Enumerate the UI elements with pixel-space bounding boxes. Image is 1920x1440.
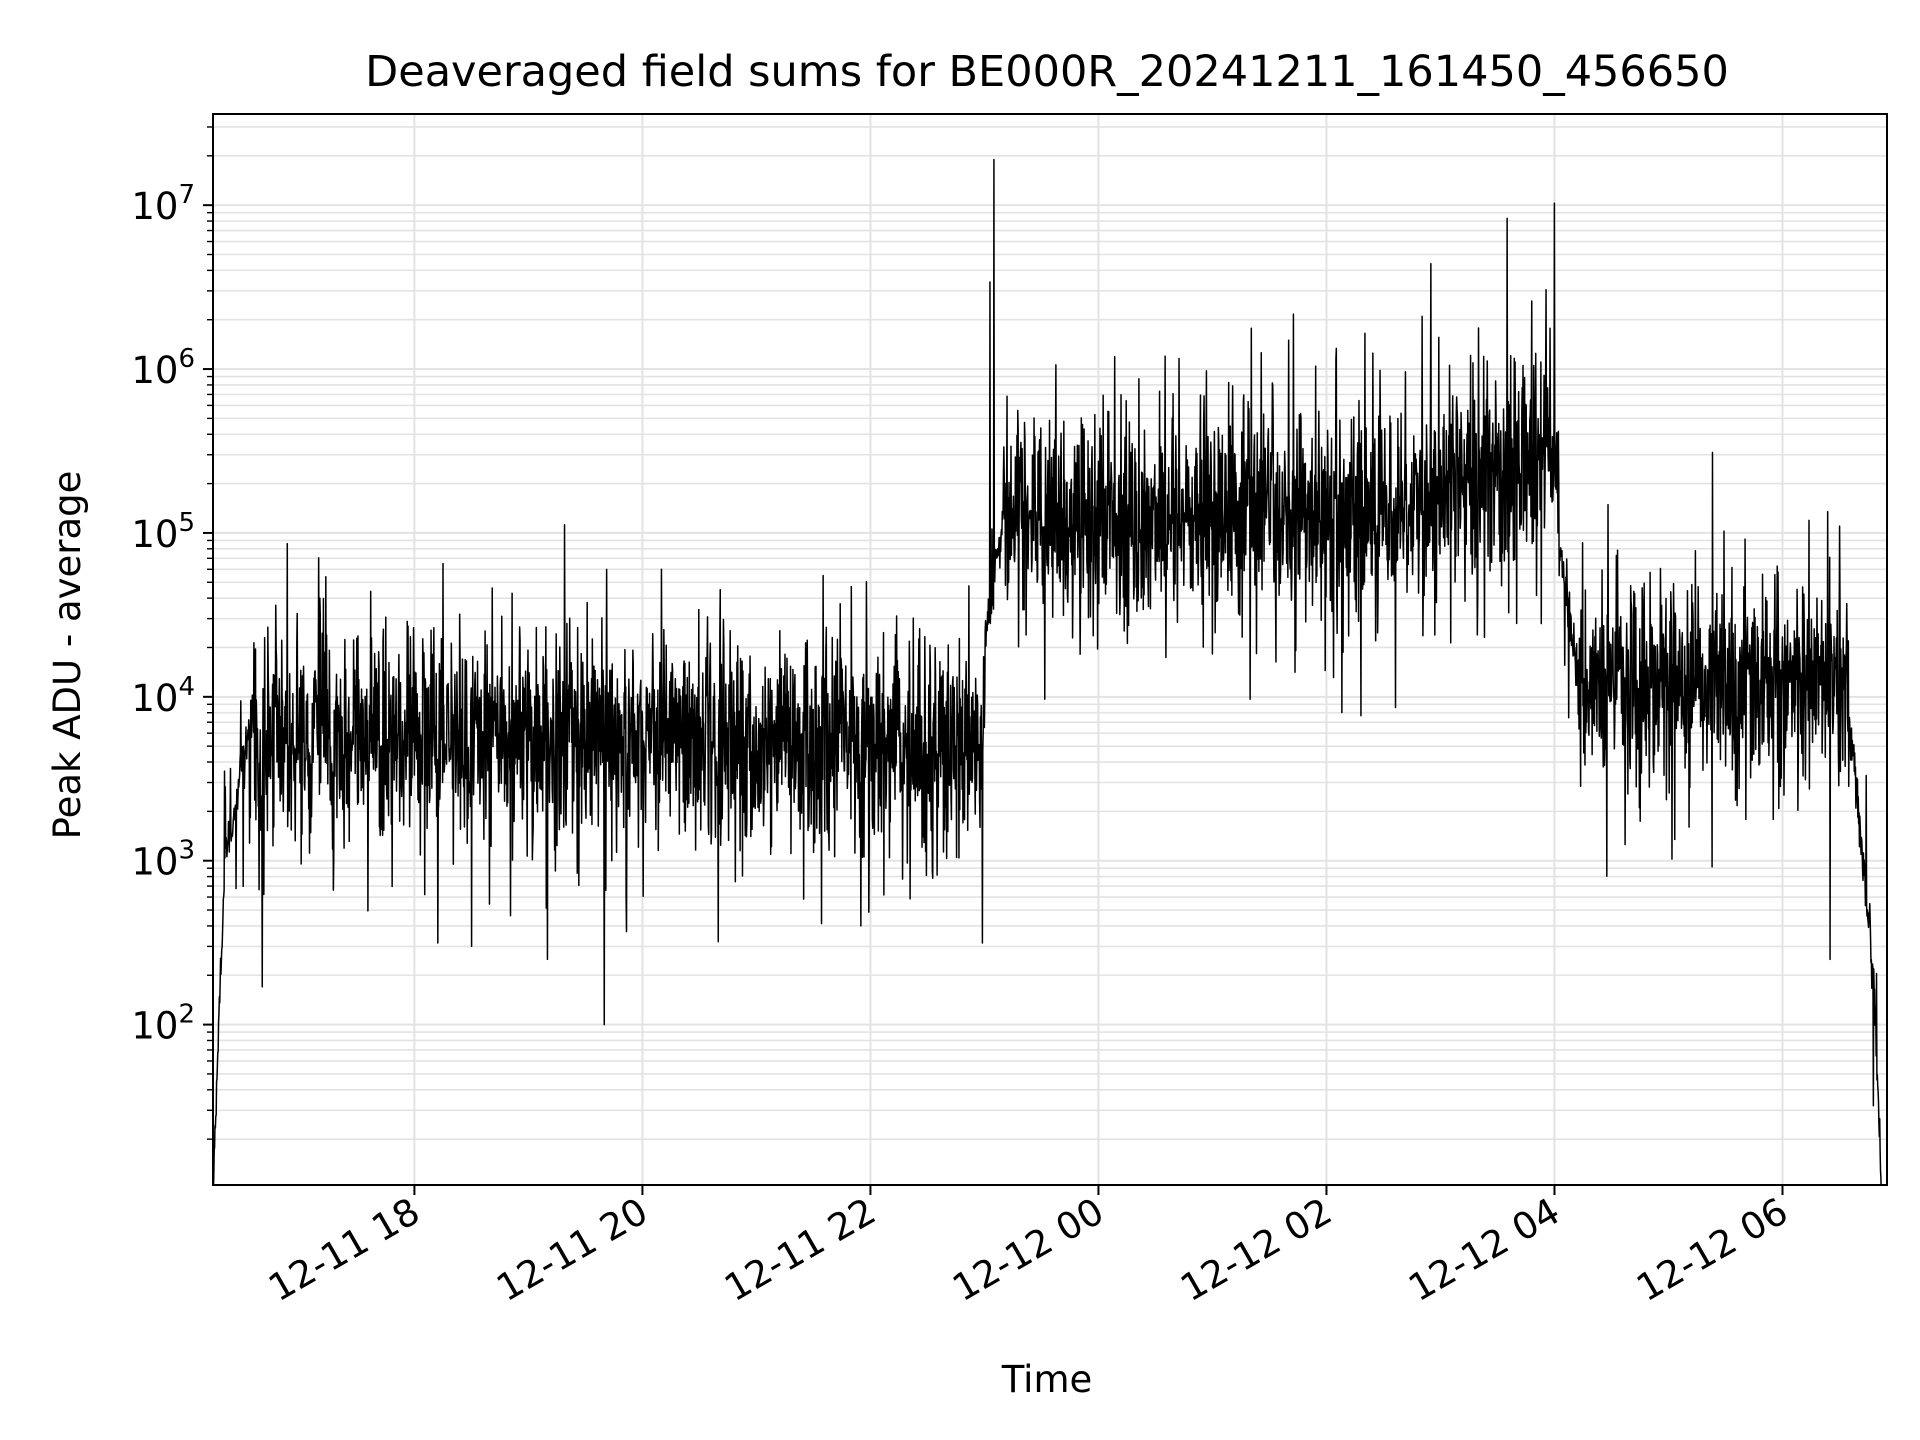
chart-title: Deaveraged field sums for BE000R_2024121… [365, 47, 1729, 97]
y-tick-label: 107 [131, 180, 195, 228]
y-tick-label: 103 [131, 836, 195, 884]
y-axis-label: Peak ADU - average [46, 471, 89, 840]
y-tick-label: 104 [131, 672, 195, 720]
y-tick-label: 102 [131, 1000, 195, 1048]
series-line [213, 158, 1882, 1185]
y-tick-label: 106 [131, 344, 195, 392]
y-tick-label: 105 [131, 508, 195, 556]
plot-frame [212, 113, 1888, 1186]
x-axis-label: Time [1001, 1358, 1093, 1401]
data-layer [213, 158, 1882, 1185]
